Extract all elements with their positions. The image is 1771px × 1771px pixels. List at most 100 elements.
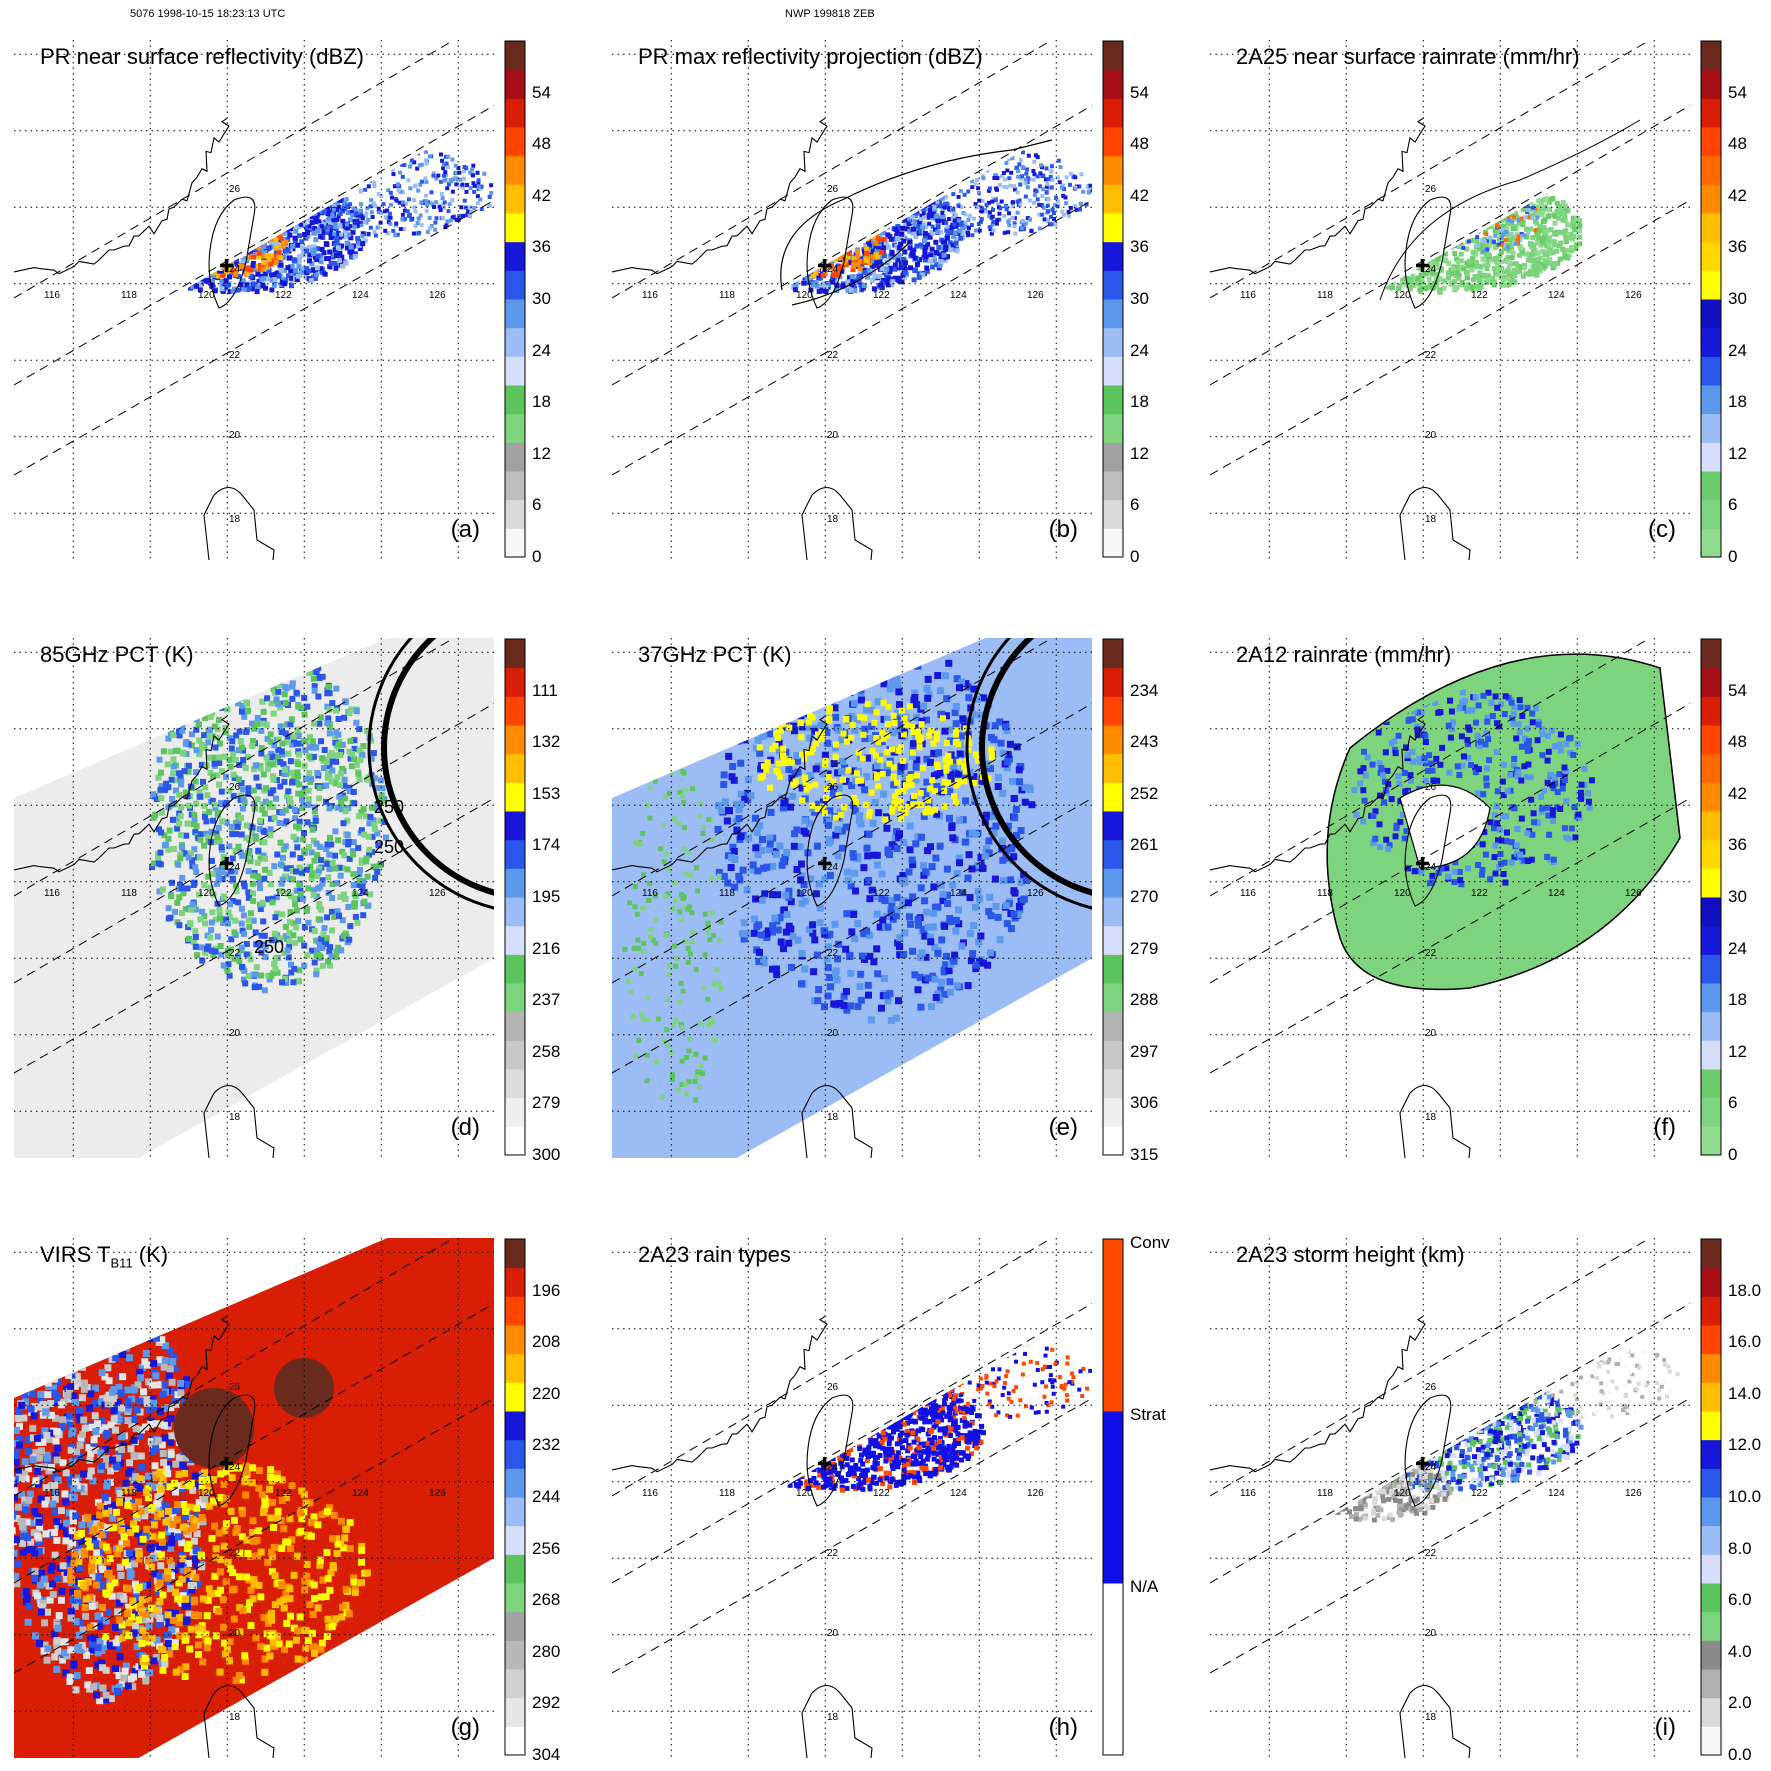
colorbar-i: 18.0 16.0 14.0 12.0 10.0 8.0 6.0 4.0 2.0 0.0 — [1700, 1238, 1770, 1764]
storm-center-icon: ✚ — [817, 1454, 832, 1474]
lon-label: 122 — [275, 1488, 292, 1499]
colorbar-swatch — [505, 1011, 525, 1041]
colorbar-swatch — [1701, 499, 1721, 529]
lat-label: 26 — [229, 184, 241, 195]
coastline — [1210, 715, 1471, 1158]
lon-label: 126 — [1625, 1488, 1642, 1499]
colorbar-swatch — [1701, 41, 1721, 71]
colorbar-swatch — [1103, 839, 1123, 869]
lat-label: 18 — [1425, 1712, 1437, 1723]
lon-label: 126 — [1027, 888, 1044, 899]
map-h: ✚ 116 118 120 122 124 126 18 20 22 24 26 2A23 rain t… — [612, 1238, 1092, 1758]
colorbar-tick-label: Strat — [1130, 1405, 1166, 1424]
lat-label: 20 — [1425, 430, 1437, 441]
panel-title: 85GHz PCT (K) — [40, 642, 194, 667]
lat-label: 20 — [229, 1628, 241, 1639]
colorbar-swatch — [505, 1525, 525, 1555]
colorbar-swatch — [1701, 1726, 1721, 1756]
colorbar-tick-label: 18 — [1130, 392, 1149, 412]
lon-label: 120 — [198, 888, 215, 899]
colorbar-swatch — [505, 41, 525, 71]
colorbar-swatch — [505, 811, 525, 841]
colorbar-tick-label: 6 — [1728, 1093, 1738, 1113]
lat-label: 24 — [827, 1462, 839, 1473]
colorbar-tick-label: 195 — [532, 887, 561, 906]
coastline — [14, 715, 275, 1158]
colorbar-swatch — [1103, 241, 1123, 271]
lat-label: 26 — [1425, 184, 1437, 195]
map-c: ✚ 116 118 120 122 124 126 18 20 22 24 26 2A25 near s… — [1210, 40, 1690, 560]
lon-label: 118 — [719, 290, 735, 301]
colorbar-swatch — [1701, 213, 1721, 243]
colorbar-tick-label: 216 — [532, 938, 561, 958]
colorbar-swatch — [1701, 954, 1721, 984]
lon-label: 116 — [642, 290, 658, 301]
colorbar-tick-label: 111 — [532, 680, 558, 700]
colorbar-swatch — [505, 241, 525, 271]
swath-edges — [1210, 1238, 1690, 1674]
colorbar-tick-label: 6 — [1728, 495, 1738, 515]
lon-label: 124 — [950, 1488, 967, 1499]
graticule — [14, 1238, 494, 1758]
colorbar-tick-label: 0 — [532, 547, 542, 566]
colorbar-swatch — [505, 442, 525, 472]
colorbar-swatch — [505, 1040, 525, 1070]
lon-label: 118 — [1317, 1488, 1333, 1499]
lat-label: 18 — [1425, 514, 1437, 525]
lat-label: 18 — [229, 514, 241, 525]
colorbar-swatch — [505, 839, 525, 869]
colorbar-swatch — [505, 127, 525, 157]
colorbar-tick-label: 237 — [532, 990, 561, 1010]
colorbar-swatch — [1103, 356, 1123, 386]
colorbar-tick-label: 279 — [1130, 938, 1159, 958]
swath-edges — [612, 40, 1092, 476]
colorbar-a: 54 48 42 36 30 24 18 12 6 0 — [504, 40, 574, 566]
lon-label: 118 — [121, 290, 137, 301]
lon-label: 122 — [873, 888, 890, 899]
lat-label: 18 — [229, 1112, 241, 1123]
colorbar-swatch — [1701, 897, 1721, 927]
lon-label: 124 — [1548, 888, 1565, 899]
colorbar-swatch — [1701, 98, 1721, 128]
colorbar-swatch — [1701, 1267, 1721, 1297]
colorbar-swatch — [1701, 471, 1721, 501]
colorbar-swatch — [505, 1669, 525, 1699]
colorbar-swatch — [505, 471, 525, 501]
colorbar-swatch — [505, 1069, 525, 1099]
lat-label: 24 — [827, 264, 839, 275]
colorbar-swatch — [505, 782, 525, 812]
panel-letter: (e) — [1048, 1114, 1078, 1141]
colorbar-tick-label: 36 — [1728, 237, 1747, 257]
coord-labels: 116 118 120 122 124 126 18 20 22 24 26 — [642, 782, 1044, 1123]
colorbar-swatch — [505, 98, 525, 128]
colorbar-swatch — [1701, 327, 1721, 357]
colorbar-tick-label: 297 — [1130, 1041, 1159, 1061]
contour-label: 250 — [374, 837, 404, 857]
colorbar-swatch — [505, 1497, 525, 1527]
coastline — [14, 1315, 275, 1758]
colorbar-tick-label: 12 — [1728, 1041, 1747, 1061]
map-b: ✚ 116 118 120 122 124 126 18 20 22 24 26 PR max refl… — [612, 40, 1092, 560]
lon-label: 118 — [121, 1488, 137, 1499]
lon-label: 118 — [719, 1488, 735, 1499]
lat-label: 26 — [827, 1382, 839, 1393]
colorbar-tick-label: 42 — [1130, 185, 1149, 205]
coord-labels: 116 118 120 122 124 126 18 20 22 24 26 — [1240, 184, 1642, 525]
colorbar-tick-label: 153 — [532, 783, 561, 803]
lon-label: 116 — [44, 888, 60, 899]
colorbar-tick-label: 234 — [1130, 680, 1159, 700]
colorbar-swatch — [1103, 528, 1123, 558]
panel-title: VIRS TB11 (K) — [40, 1242, 168, 1270]
lon-label: 122 — [275, 888, 292, 899]
colorbar-swatch — [505, 1296, 525, 1326]
graticule — [612, 40, 1092, 560]
colorbar-tick-label: 16.0 — [1728, 1332, 1762, 1352]
swath-edges — [612, 1238, 1092, 1674]
colorbar-swatch — [1103, 639, 1123, 669]
map-f: ✚ 116 118 120 122 124 126 18 20 22 24 26 2A12 rainra… — [1210, 638, 1690, 1158]
colorbar-swatch — [505, 1325, 525, 1355]
graticule — [1210, 638, 1690, 1158]
swath-edges — [14, 1238, 494, 1674]
colorbar-tick-label: 2.0 — [1728, 1693, 1752, 1713]
lat-label: 18 — [1425, 1112, 1437, 1123]
